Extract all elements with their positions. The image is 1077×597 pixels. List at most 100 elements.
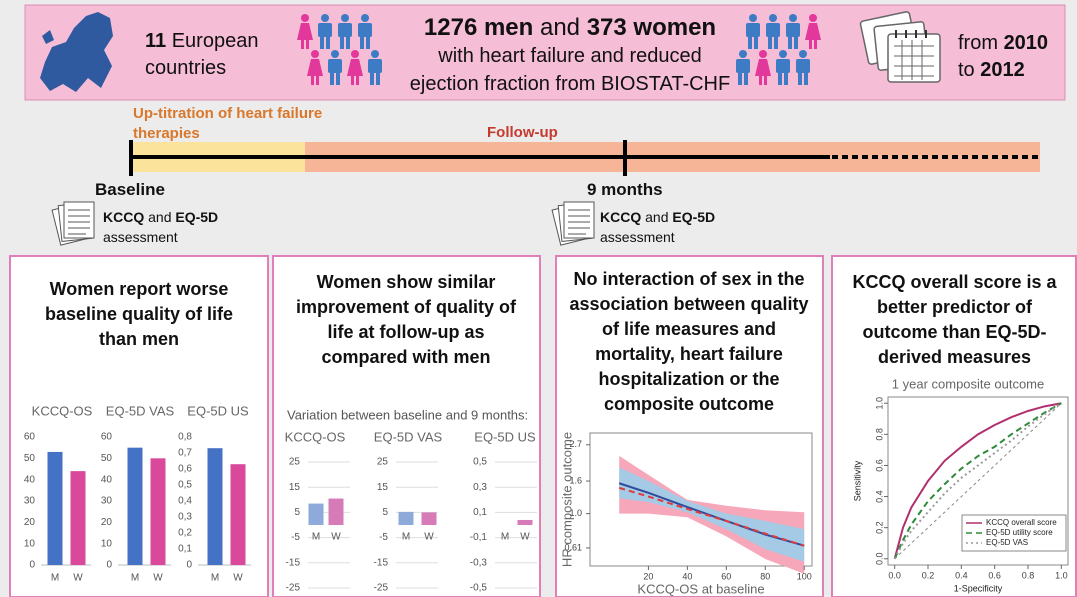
y-tick-label: -25: [286, 583, 301, 594]
chart-title: KCCQ-OS: [32, 403, 93, 418]
chart-title: KCCQ-OS: [285, 429, 346, 444]
y-tick-label: 0.4: [874, 490, 884, 503]
y-tick-label: -25: [374, 583, 389, 594]
calendar-icon: [859, 11, 941, 83]
notes-icon: [51, 201, 95, 246]
population-desc: with heart failure and reduced: [438, 45, 702, 67]
y-tick-label: 1.6: [569, 475, 582, 485]
y-tick-label: 50: [24, 453, 36, 464]
plot-frame: [589, 432, 813, 567]
x-tick-label: W: [73, 573, 83, 584]
period-start: 2010: [1003, 32, 1049, 54]
y-tick-label: 0,7: [178, 448, 192, 459]
y-tick-label: -15: [374, 557, 389, 568]
y-tick-label: 0.61: [564, 542, 582, 552]
measure: KCCQ: [103, 209, 145, 225]
milestone-label: Baseline: [95, 180, 165, 199]
series-line: [893, 402, 1062, 560]
x-tick-label: 0.4: [955, 570, 968, 580]
phase-label: Up-titration of heart failure therapies: [133, 105, 323, 142]
bar: [328, 498, 344, 525]
series-line: [618, 486, 805, 547]
notes-icon: [551, 201, 595, 246]
legend-label: EQ-5D VAS: [986, 538, 1028, 547]
x-tick-label: 0.6: [988, 570, 1001, 580]
panel-subtitle: Variation between baseline and 9 months:: [287, 407, 528, 422]
y-tick-label: 0,6: [178, 464, 192, 475]
y-tick-label: 60: [101, 432, 113, 443]
reference-line: [894, 402, 1062, 560]
y-tick-label: 60: [24, 432, 36, 443]
conjunction: and: [148, 209, 172, 225]
period-end: 2012: [980, 59, 1025, 81]
y-tick-label: 30: [24, 496, 36, 507]
y-tick-label: -0,5: [470, 583, 488, 594]
confidence-band: [619, 467, 805, 562]
x-tick-label: 60: [721, 571, 731, 581]
y-tick-label: 10: [101, 538, 113, 549]
bar: [127, 447, 143, 565]
measure: EQ-5D: [175, 209, 219, 225]
x-axis-label: KCCQ-OS at baseline: [637, 581, 764, 596]
series-line: [893, 402, 1062, 560]
milestone-label: 9 months: [587, 180, 663, 199]
x-tick-label: M: [402, 532, 410, 543]
y-tick-label: 1.0: [569, 508, 582, 518]
y-tick-label: 0: [106, 560, 112, 571]
bar: [47, 451, 63, 565]
chart-title: EQ-5D VAS: [374, 429, 443, 444]
y-tick-label: 30: [101, 496, 113, 507]
population-line: 1276 men and 373 women: [380, 14, 760, 42]
y-tick-label: 50: [101, 453, 113, 464]
chart-title: EQ-5D US: [187, 403, 249, 418]
chart-title: 1 year composite outcome: [892, 376, 1044, 391]
y-tick-label: 15: [289, 482, 301, 493]
y-tick-label: 0,3: [473, 482, 487, 493]
y-tick-label: 25: [289, 457, 301, 468]
legend-label: EQ-5D utility score: [986, 528, 1053, 537]
x-tick-label: W: [233, 573, 243, 584]
y-tick-label: 0,4: [178, 496, 192, 507]
panel: [272, 255, 541, 597]
y-tick-label: 0.8: [874, 428, 884, 441]
men-count: 1276 men: [423, 14, 534, 41]
y-tick-label: 1.0: [874, 397, 884, 410]
bar: [230, 464, 246, 565]
milestone-note: KCCQ and EQ-5D assessment: [103, 207, 218, 247]
bar: [517, 519, 533, 525]
chart-title: EQ-5D US: [474, 429, 536, 444]
y-tick-label: -0,1: [470, 532, 488, 543]
x-tick-label: 0.0: [888, 570, 901, 580]
x-tick-label: M: [312, 532, 320, 543]
x-tick-label: M: [131, 573, 139, 584]
countries-number: 11: [145, 30, 167, 52]
y-tick-label: 40: [24, 474, 36, 485]
y-tick-label: 0,5: [178, 480, 192, 491]
y-tick-label: 0.6: [874, 459, 884, 472]
europe-map: [40, 12, 113, 92]
countries-label: European countries: [145, 30, 259, 79]
plot-frame: [887, 396, 1069, 566]
milestone-note: KCCQ and EQ-5D assessment: [600, 207, 715, 247]
measure: KCCQ: [600, 209, 642, 225]
women-count: 373 women: [586, 14, 717, 41]
y-tick-label: 0,3: [178, 512, 192, 523]
y-tick-label: 0.2: [874, 521, 884, 534]
x-tick-label: W: [331, 532, 341, 543]
x-tick-label: 20: [643, 571, 653, 581]
y-tick-label: 2.7: [569, 439, 582, 449]
x-tick-label: 100: [797, 571, 812, 581]
period-text: from 2010 to 2012: [958, 30, 1048, 84]
bar: [207, 448, 223, 565]
y-axis-label: HR composite outcome: [559, 432, 574, 567]
x-tick-label: 80: [760, 571, 770, 581]
y-tick-label: 5: [294, 507, 300, 518]
europe-island: [42, 30, 54, 44]
panel-title: Women report worse baseline quality of l…: [44, 279, 234, 349]
y-tick-label: 20: [24, 517, 36, 528]
conjunction: and: [645, 209, 669, 225]
y-tick-label: 0: [29, 560, 35, 571]
population-text: 1276 men and 373 women with heart failur…: [380, 14, 760, 98]
y-tick-label: 0,8: [178, 432, 192, 443]
